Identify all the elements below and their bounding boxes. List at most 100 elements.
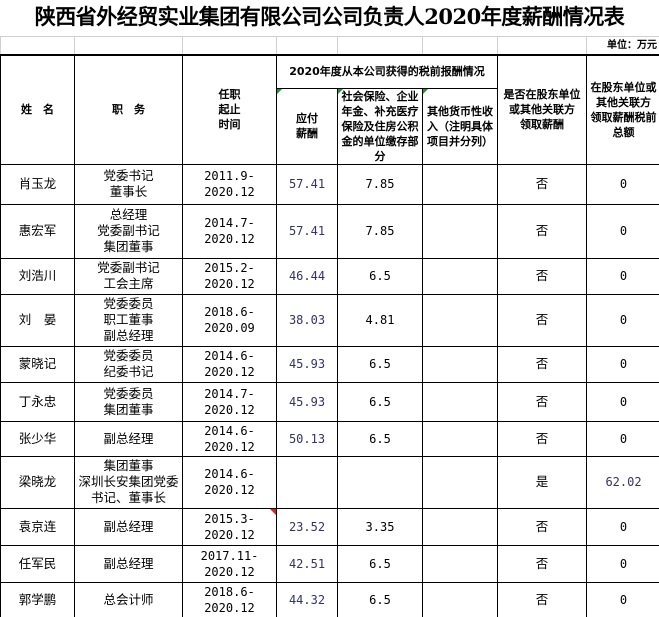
related-cell[interactable]: 否 [497, 203, 587, 259]
position-cell[interactable]: 党委委员 集团董事 [74, 381, 183, 422]
name-cell[interactable]: 刘浩川 [0, 257, 75, 295]
term-cell[interactable]: 2015.3- 2020.12 [182, 507, 277, 546]
term-cell[interactable]: 2017.11- 2020.12 [182, 544, 277, 583]
unit-label[interactable]: 单位：万元 [586, 36, 659, 56]
social-cell[interactable]: 4.81 [337, 293, 423, 347]
pay-cell[interactable]: 57.41 [276, 203, 338, 259]
term-cell[interactable]: 2018.6- 2020.12 [182, 581, 277, 617]
name-cell[interactable]: 丁永忠 [0, 381, 75, 422]
total-cell[interactable]: 0 [586, 257, 659, 295]
other-cell[interactable] [422, 455, 498, 509]
header-group[interactable]: 2020年度从本公司获得的税前报酬情况 [276, 54, 498, 89]
social-cell[interactable] [337, 455, 423, 509]
related-cell[interactable]: 否 [497, 507, 587, 546]
header-social[interactable]: 社会保险、企业年金、补充医疗保险及住房公积金的单位缴存部分 [337, 87, 423, 165]
total-cell[interactable]: 0 [586, 420, 659, 457]
social-cell[interactable]: 6.5 [337, 581, 423, 617]
term-cell[interactable]: 2014.6- 2020.12 [182, 455, 277, 509]
related-cell[interactable]: 否 [497, 257, 587, 295]
social-cell[interactable]: 7.85 [337, 203, 423, 259]
header-position[interactable]: 职 务 [74, 54, 183, 165]
header-name[interactable]: 姓 名 [0, 54, 75, 165]
social-cell[interactable]: 6.5 [337, 381, 423, 422]
total-cell[interactable]: 0 [586, 381, 659, 422]
cell[interactable] [74, 36, 183, 56]
term-cell[interactable]: 2018.6- 2020.09 [182, 293, 277, 347]
total-cell[interactable]: 0 [586, 163, 659, 205]
other-cell[interactable] [422, 420, 498, 457]
social-cell[interactable]: 6.5 [337, 345, 423, 383]
related-cell[interactable]: 否 [497, 381, 587, 422]
position-cell[interactable]: 党委副书记 工会主席 [74, 257, 183, 295]
other-cell[interactable] [422, 345, 498, 383]
header-pay[interactable]: 应付 薪酬 [276, 87, 338, 165]
cell[interactable] [276, 36, 338, 56]
position-cell[interactable]: 集团董事 深圳长安集团党委书记、董事长 [74, 455, 183, 509]
related-cell[interactable]: 否 [497, 163, 587, 205]
total-cell[interactable]: 0 [586, 293, 659, 347]
total-cell[interactable]: 0 [586, 345, 659, 383]
name-cell[interactable]: 梁晓龙 [0, 455, 75, 509]
related-cell[interactable]: 否 [497, 544, 587, 583]
pay-cell[interactable]: 42.51 [276, 544, 338, 583]
cell[interactable] [0, 36, 75, 56]
related-cell[interactable]: 是 [497, 455, 587, 509]
pay-cell[interactable]: 38.03 [276, 293, 338, 347]
term-cell[interactable]: 2014.7- 2020.12 [182, 381, 277, 422]
header-term[interactable]: 任职 起止 时间 [182, 54, 277, 165]
related-cell[interactable]: 否 [497, 293, 587, 347]
pay-cell[interactable]: 45.93 [276, 345, 338, 383]
term-cell[interactable]: 2014.6- 2020.12 [182, 420, 277, 457]
pay-cell[interactable]: 23.52 [276, 507, 338, 546]
related-cell[interactable]: 否 [497, 581, 587, 617]
pay-cell[interactable]: 44.32 [276, 581, 338, 617]
position-cell[interactable]: 总会计师 [74, 581, 183, 617]
term-cell[interactable]: 2014.7- 2020.12 [182, 203, 277, 259]
position-cell[interactable]: 党委委员 职工董事 副总经理 [74, 293, 183, 347]
pay-cell[interactable] [276, 455, 338, 509]
total-cell[interactable]: 0 [586, 581, 659, 617]
name-cell[interactable]: 惠宏军 [0, 203, 75, 259]
name-cell[interactable]: 张少华 [0, 420, 75, 457]
pay-cell[interactable]: 45.93 [276, 381, 338, 422]
cell[interactable] [497, 36, 587, 56]
cell[interactable] [337, 36, 423, 56]
related-cell[interactable]: 否 [497, 420, 587, 457]
total-cell[interactable]: 0 [586, 203, 659, 259]
total-cell[interactable]: 62.02 [586, 455, 659, 509]
total-cell[interactable]: 0 [586, 507, 659, 546]
other-cell[interactable] [422, 544, 498, 583]
name-cell[interactable]: 郭学鹏 [0, 581, 75, 617]
other-cell[interactable] [422, 381, 498, 422]
term-cell[interactable]: 2015.2- 2020.12 [182, 257, 277, 295]
position-cell[interactable]: 总经理 党委副书记 集团董事 [74, 203, 183, 259]
position-cell[interactable]: 副总经理 [74, 544, 183, 583]
header-related[interactable]: 是否在股东单位或其他关联方 领取薪酬 [497, 54, 587, 165]
pay-cell[interactable]: 46.44 [276, 257, 338, 295]
social-cell[interactable]: 6.5 [337, 544, 423, 583]
cell[interactable] [422, 36, 498, 56]
other-cell[interactable] [422, 507, 498, 546]
social-cell[interactable]: 6.5 [337, 257, 423, 295]
name-cell[interactable]: 袁京连 [0, 507, 75, 546]
name-cell[interactable]: 肖玉龙 [0, 163, 75, 205]
header-other[interactable]: 其他货币性收入（注明具体项目并分列） [422, 87, 498, 165]
position-cell[interactable]: 党委委员 纪委书记 [74, 345, 183, 383]
header-related-total[interactable]: 在股东单位或其他关联方 领取薪酬税前总额 [586, 54, 659, 165]
position-cell[interactable]: 副总经理 [74, 420, 183, 457]
position-cell[interactable]: 党委书记 董事长 [74, 163, 183, 205]
pay-cell[interactable]: 50.13 [276, 420, 338, 457]
term-cell[interactable]: 2014.6- 2020.12 [182, 345, 277, 383]
name-cell[interactable]: 蒙晓记 [0, 345, 75, 383]
related-cell[interactable]: 否 [497, 345, 587, 383]
cell[interactable] [182, 36, 277, 56]
total-cell[interactable]: 0 [586, 544, 659, 583]
other-cell[interactable] [422, 163, 498, 205]
other-cell[interactable] [422, 203, 498, 259]
name-cell[interactable]: 任军民 [0, 544, 75, 583]
social-cell[interactable]: 3.35 [337, 507, 423, 546]
pay-cell[interactable]: 57.41 [276, 163, 338, 205]
position-cell[interactable]: 副总经理 [74, 507, 183, 546]
other-cell[interactable] [422, 581, 498, 617]
term-cell[interactable]: 2011.9- 2020.12 [182, 163, 277, 205]
